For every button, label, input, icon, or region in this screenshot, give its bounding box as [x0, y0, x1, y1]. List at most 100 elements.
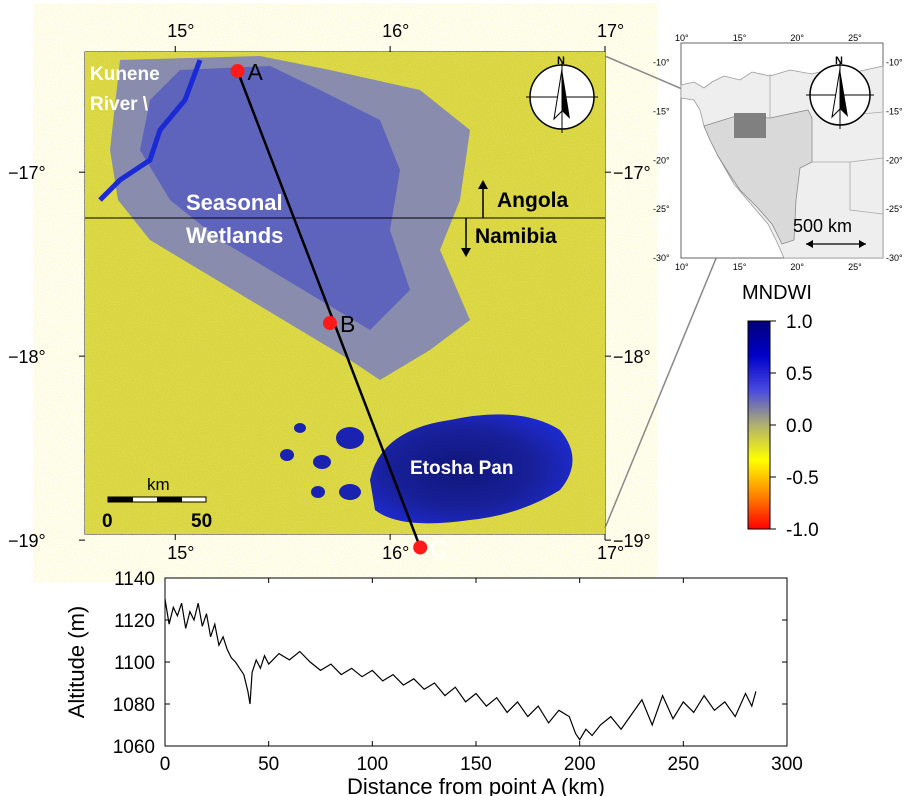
chart-frame: [164, 577, 788, 747]
inset-ticks: 10° 10° 15° 15° 20° 20° 25° 25° -10° -10° -15° -15°…: [653, 33, 903, 272]
lon-label-bottom: 16°: [382, 543, 409, 563]
label-angola: Angola: [497, 189, 568, 212]
y-tick-label: 1080: [113, 695, 155, 716]
lat-label-left: −18°: [8, 347, 46, 367]
inset-lon-top: 20°: [790, 33, 804, 43]
x-tick-label: 150: [460, 754, 492, 775]
y-tick-label: 1100: [114, 653, 155, 674]
inset-lon-bottom: 20°: [790, 262, 804, 272]
inset-lat-left: -30°: [653, 253, 670, 263]
inset-lon-top: 10°: [675, 33, 689, 43]
angola-arrow: [478, 180, 488, 218]
etosha-pan-water: [370, 414, 573, 524]
wetlands-core: [140, 66, 410, 330]
colorbar-ramp: [747, 320, 771, 530]
kunene-river: [98, 59, 203, 202]
north-label-main: N: [557, 55, 565, 67]
inset-lon-bottom: 15°: [733, 262, 747, 272]
colorbar-title: MNDWI: [742, 282, 812, 304]
label-kunene-2: River \: [90, 94, 149, 115]
inset-lat-right: -25°: [886, 204, 903, 214]
lat-label-right: −19°: [613, 531, 651, 551]
label-etosha-pan: Etosha Pan: [410, 458, 513, 479]
chart-xlabel: Distance from point A (km): [347, 774, 605, 796]
water-pond: [313, 455, 331, 469]
chart-ylabel: Altitude (m): [64, 606, 89, 718]
inset-scale-arrow: [806, 240, 866, 248]
colorbar: MNDWI 1.0 0.5 0.0 -0.5 -1.0: [742, 282, 819, 541]
lon-label-top: 17°: [597, 21, 624, 41]
point-a-label: A: [248, 59, 264, 85]
map-raster: [85, 52, 605, 534]
inset-lon-top: 15°: [733, 33, 747, 43]
altitude-series-line: [164, 598, 757, 741]
y-tick-label: 1060: [113, 737, 155, 758]
scalebar: km 0 50: [102, 475, 212, 532]
scalebar-unit: km: [147, 475, 170, 494]
x-tick-label: 300: [771, 754, 803, 775]
x-tick-label: 250: [667, 754, 699, 775]
point-b-marker: [322, 316, 337, 331]
lat-label-left: −17°: [8, 163, 46, 183]
transect-points: A B C: [230, 59, 447, 561]
colorbar-tick-label: -0.5: [786, 468, 819, 489]
point-a-marker: [230, 64, 245, 78]
colorbar-tick-label: 0.0: [786, 416, 812, 437]
colorbar-ticks: 1.0 0.5 0.0 -0.5 -1.0: [770, 312, 819, 541]
inset-lon-bottom: 10°: [675, 262, 689, 272]
label-namibia: Namibia: [475, 225, 557, 248]
water-pond: [294, 423, 306, 433]
x-tick-label: 100: [356, 754, 388, 775]
label-kunene-1: Kunene: [90, 64, 160, 85]
label-wetlands-2: Wetlands: [186, 223, 283, 248]
inset-lat-right: -30°: [886, 253, 903, 263]
inset-lat-right: -15°: [886, 106, 903, 116]
point-c-marker: [413, 540, 428, 555]
lon-label-top: 16°: [382, 21, 409, 41]
point-b-label: B: [340, 311, 355, 337]
y-tick-label: 1140: [114, 569, 155, 590]
inset-lon-bottom: 25°: [848, 262, 862, 272]
namibia-arrow: [461, 218, 471, 257]
inset-scale-label: 500 km: [793, 216, 852, 236]
lat-label-left: −19°: [8, 531, 46, 551]
lon-label-bottom: 15°: [167, 543, 194, 563]
scalebar-end: 50: [191, 511, 212, 532]
altitude-chart: 0 50 100 150 200 250 300 1060 1080 1100 1120 1140 D…: [64, 569, 803, 796]
main-ticks: 15° 15° 16° 16° 17° 17° −17° −17° −18° −18° −19° −1…: [8, 21, 651, 563]
inset-borders: [769, 71, 884, 215]
lon-label-bottom: 17°: [597, 543, 624, 563]
inset-lat-left: -10°: [653, 58, 670, 68]
main-map: 15° 15° 16° 16° 17° 17° −17° −17° −18° −18° −19° −1…: [8, 21, 651, 563]
colorbar-tick-label: 1.0: [786, 312, 812, 333]
inset-lat-left: -20°: [653, 155, 670, 165]
inset-lat-right: -10°: [886, 58, 903, 68]
north-arrow-main: N: [526, 55, 598, 133]
water-pond: [339, 484, 361, 500]
transect-line: [236, 70, 422, 548]
x-tick-label: 0: [160, 754, 171, 775]
label-wetlands-1: Seasonal: [186, 190, 283, 215]
water-pond: [311, 486, 325, 498]
inset-study-area: [734, 113, 766, 138]
x-tick-label: 50: [258, 754, 279, 775]
inset-lon-top: 25°: [848, 33, 862, 43]
inset-lat-right: -20°: [886, 155, 903, 165]
inset-map: 10° 10° 15° 15° 20° 20° 25° 25° -10° -10° -15° -15°…: [653, 33, 903, 272]
lat-label-right: −18°: [613, 347, 651, 367]
point-c-label: C: [430, 535, 447, 561]
water-pond: [336, 427, 364, 449]
water-pond: [280, 449, 294, 461]
lon-label-top: 15°: [167, 21, 194, 41]
scalebar-start: 0: [102, 511, 113, 532]
inset-namibia: [703, 109, 813, 245]
x-tick-label: 200: [564, 754, 596, 775]
north-arrow-inset: N: [806, 55, 874, 129]
inset-lat-left: -25°: [653, 204, 670, 214]
lat-label-right: −17°: [613, 163, 651, 183]
colorbar-tick-label: 0.5: [786, 364, 812, 385]
y-tick-label: 1120: [114, 611, 155, 632]
colorbar-tick-label: -1.0: [786, 520, 819, 541]
north-label-inset: N: [835, 55, 843, 67]
